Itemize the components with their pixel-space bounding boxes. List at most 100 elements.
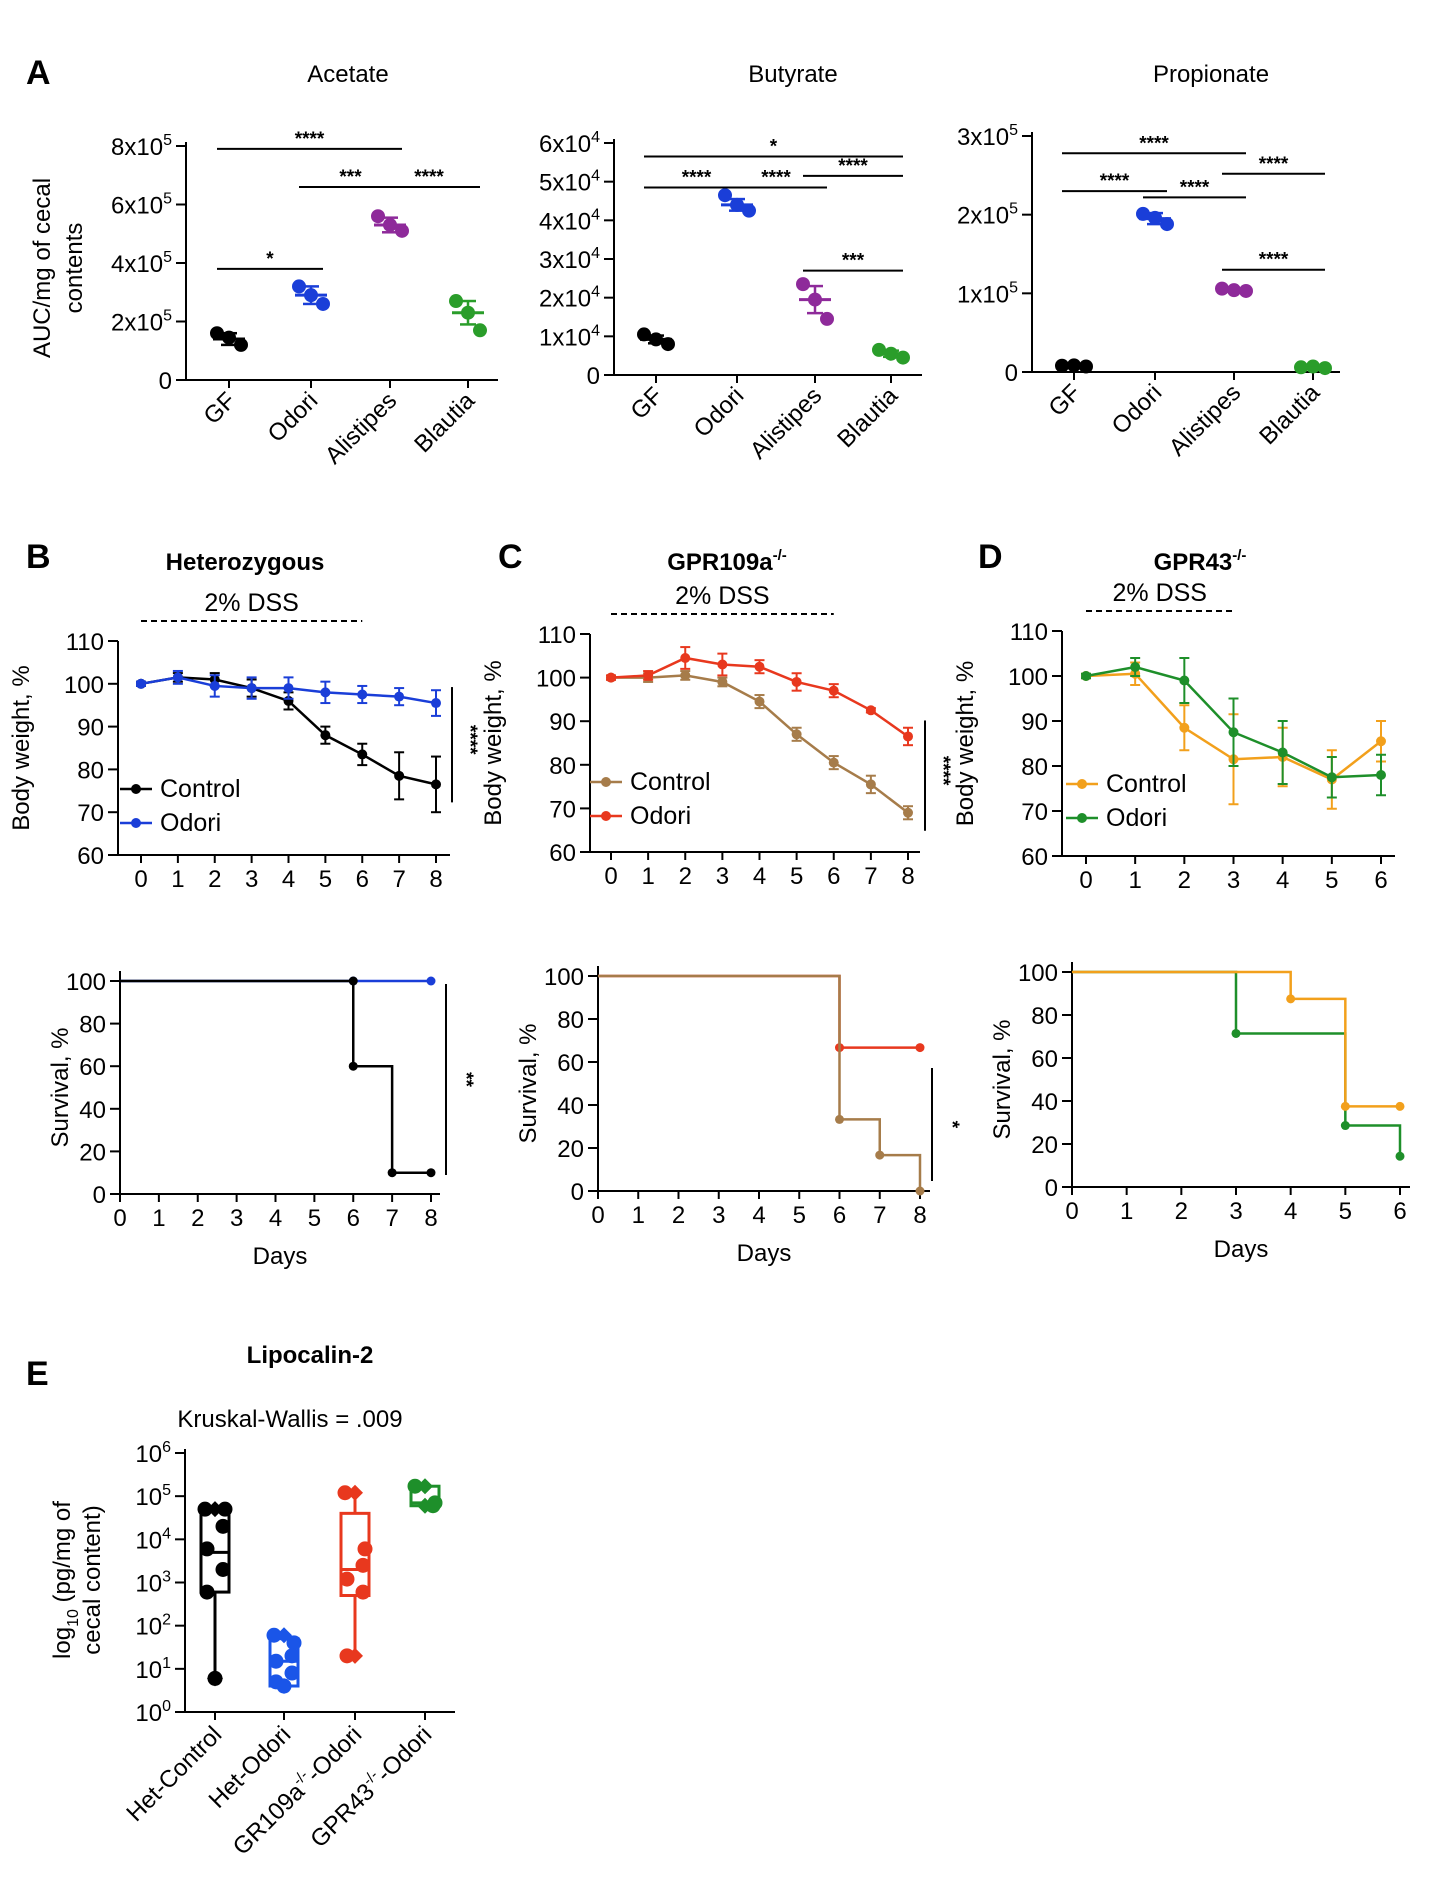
x-tick-label: 1	[632, 1202, 645, 1229]
y-tick-label: 0	[1005, 360, 1018, 387]
x-tick-label: 6	[1374, 867, 1387, 894]
panel-d-title: GPR43-/-	[1154, 547, 1247, 576]
significance-label: *	[941, 1121, 962, 1129]
significance-label: ****	[295, 129, 325, 150]
x-tick-label: 3	[245, 866, 258, 893]
x-tick-label: 6	[833, 1202, 846, 1229]
y-tick-label: 60	[557, 1050, 584, 1077]
x-tick-label: Alistipes	[745, 382, 827, 464]
x-tick-label: 6	[1393, 1198, 1406, 1225]
x-tick-label: 4	[269, 1205, 282, 1232]
y-tick-label: 0	[1045, 1175, 1058, 1202]
data-point	[915, 1186, 925, 1196]
y-tick-label: 60	[549, 840, 576, 867]
data-point	[215, 1562, 231, 1578]
x-tick-label: 7	[864, 863, 877, 890]
legend-label: Control	[630, 768, 711, 796]
y-tick-label-base: 10	[135, 1614, 162, 1641]
x-tick-label: 1	[171, 866, 184, 893]
dss-label: 2% DSS	[675, 582, 769, 610]
x-tick-label: 8	[913, 1202, 926, 1229]
y-tick-label: 100	[1008, 664, 1048, 691]
panel-letter-b: B	[26, 538, 51, 576]
y-tick-label: 100	[135, 1698, 171, 1727]
data-point	[1160, 217, 1174, 232]
panel-e-subtitle: Kruskal-Wallis = .009	[177, 1406, 402, 1433]
data-point	[286, 1635, 302, 1651]
panel-letter-d: D	[978, 538, 1003, 576]
y-tick-label: 70	[77, 800, 104, 827]
y-tick-label: 40	[1031, 1089, 1058, 1116]
x-axis-title: Days	[737, 1240, 792, 1267]
x-tick-label: 2	[1175, 1198, 1188, 1225]
y-tick-label: 105	[135, 1482, 171, 1511]
data-point	[820, 311, 834, 326]
data-point	[1081, 671, 1091, 681]
data-point	[217, 1501, 233, 1517]
chart-title: Butyrate	[748, 61, 837, 88]
legend-marker	[601, 777, 611, 787]
y-tick-label: 2x105	[111, 308, 172, 337]
whisker-end-marker	[207, 1670, 223, 1687]
data-point	[337, 1485, 353, 1501]
y-tick-label: 8x105	[111, 132, 172, 161]
x-tick-label: 0	[1079, 867, 1092, 894]
data-point	[426, 1168, 436, 1178]
y-tick-label-exp: 5	[1009, 201, 1018, 218]
data-point	[357, 689, 368, 700]
data-point	[136, 678, 146, 689]
data-point	[246, 683, 257, 694]
y-tick-label-base: 0	[1005, 360, 1018, 387]
y-tick-label-exp: 5	[163, 249, 172, 266]
data-point	[828, 685, 839, 696]
y-tick-label: 0	[93, 1182, 106, 1209]
y-tick-label-exp: 1	[162, 1655, 171, 1672]
y-tick-label: 0	[571, 1179, 584, 1206]
panel-a-ylabel-line2: contents	[61, 223, 88, 314]
legend-marker	[601, 811, 611, 821]
y-tick-label: 0	[159, 368, 172, 395]
x-tick-label: 0	[1065, 1198, 1078, 1225]
x-tick-label: 2	[191, 1205, 204, 1232]
data-point	[431, 779, 441, 790]
y-axis-title: Survival, %	[47, 1027, 74, 1147]
x-tick-label: 2	[679, 863, 692, 890]
y-axis-title: Body weight, %	[480, 660, 507, 825]
y-tick-label-exp: 4	[162, 1525, 171, 1542]
data-point	[172, 672, 183, 683]
data-point	[355, 1584, 371, 1600]
whisker-end-marker	[276, 1678, 292, 1695]
survival-step-line	[1072, 970, 1400, 1108]
data-point	[1326, 772, 1337, 783]
y-tick-label: 90	[549, 709, 576, 736]
x-tick-label: 0	[113, 1205, 126, 1232]
y-tick-label: 80	[557, 1007, 584, 1034]
y-tick-label-exp: 6	[162, 1439, 171, 1456]
data-point	[199, 1541, 215, 1557]
survival-step-line	[598, 974, 920, 1049]
y-tick-label-base: 4x10	[539, 208, 591, 235]
x-tick-label: GF	[626, 382, 669, 425]
x-tick-label: 5	[1325, 867, 1338, 894]
legend-marker	[131, 818, 141, 828]
legend-label: Control	[160, 775, 241, 803]
x-tick-label: 8	[424, 1205, 437, 1232]
y-tick-label-base: 10	[135, 1484, 162, 1511]
data-point	[796, 277, 810, 292]
data-point	[215, 1518, 231, 1534]
y-tick-label-base: 6x10	[111, 193, 163, 220]
data-point	[717, 659, 728, 670]
y-tick-label: 100	[64, 672, 104, 699]
data-point	[292, 279, 306, 294]
data-point	[339, 1571, 355, 1587]
data-point	[394, 770, 405, 781]
y-tick-label: 80	[1031, 1003, 1058, 1030]
x-tick-label: Blautia	[832, 382, 903, 453]
data-point	[1395, 1151, 1405, 1161]
y-tick-label: 80	[1021, 754, 1048, 781]
data-point	[1286, 994, 1296, 1004]
y-tick-label: 104	[135, 1525, 171, 1554]
y-tick-label-base: 0	[587, 363, 600, 390]
y-tick-label: 100	[544, 964, 584, 991]
